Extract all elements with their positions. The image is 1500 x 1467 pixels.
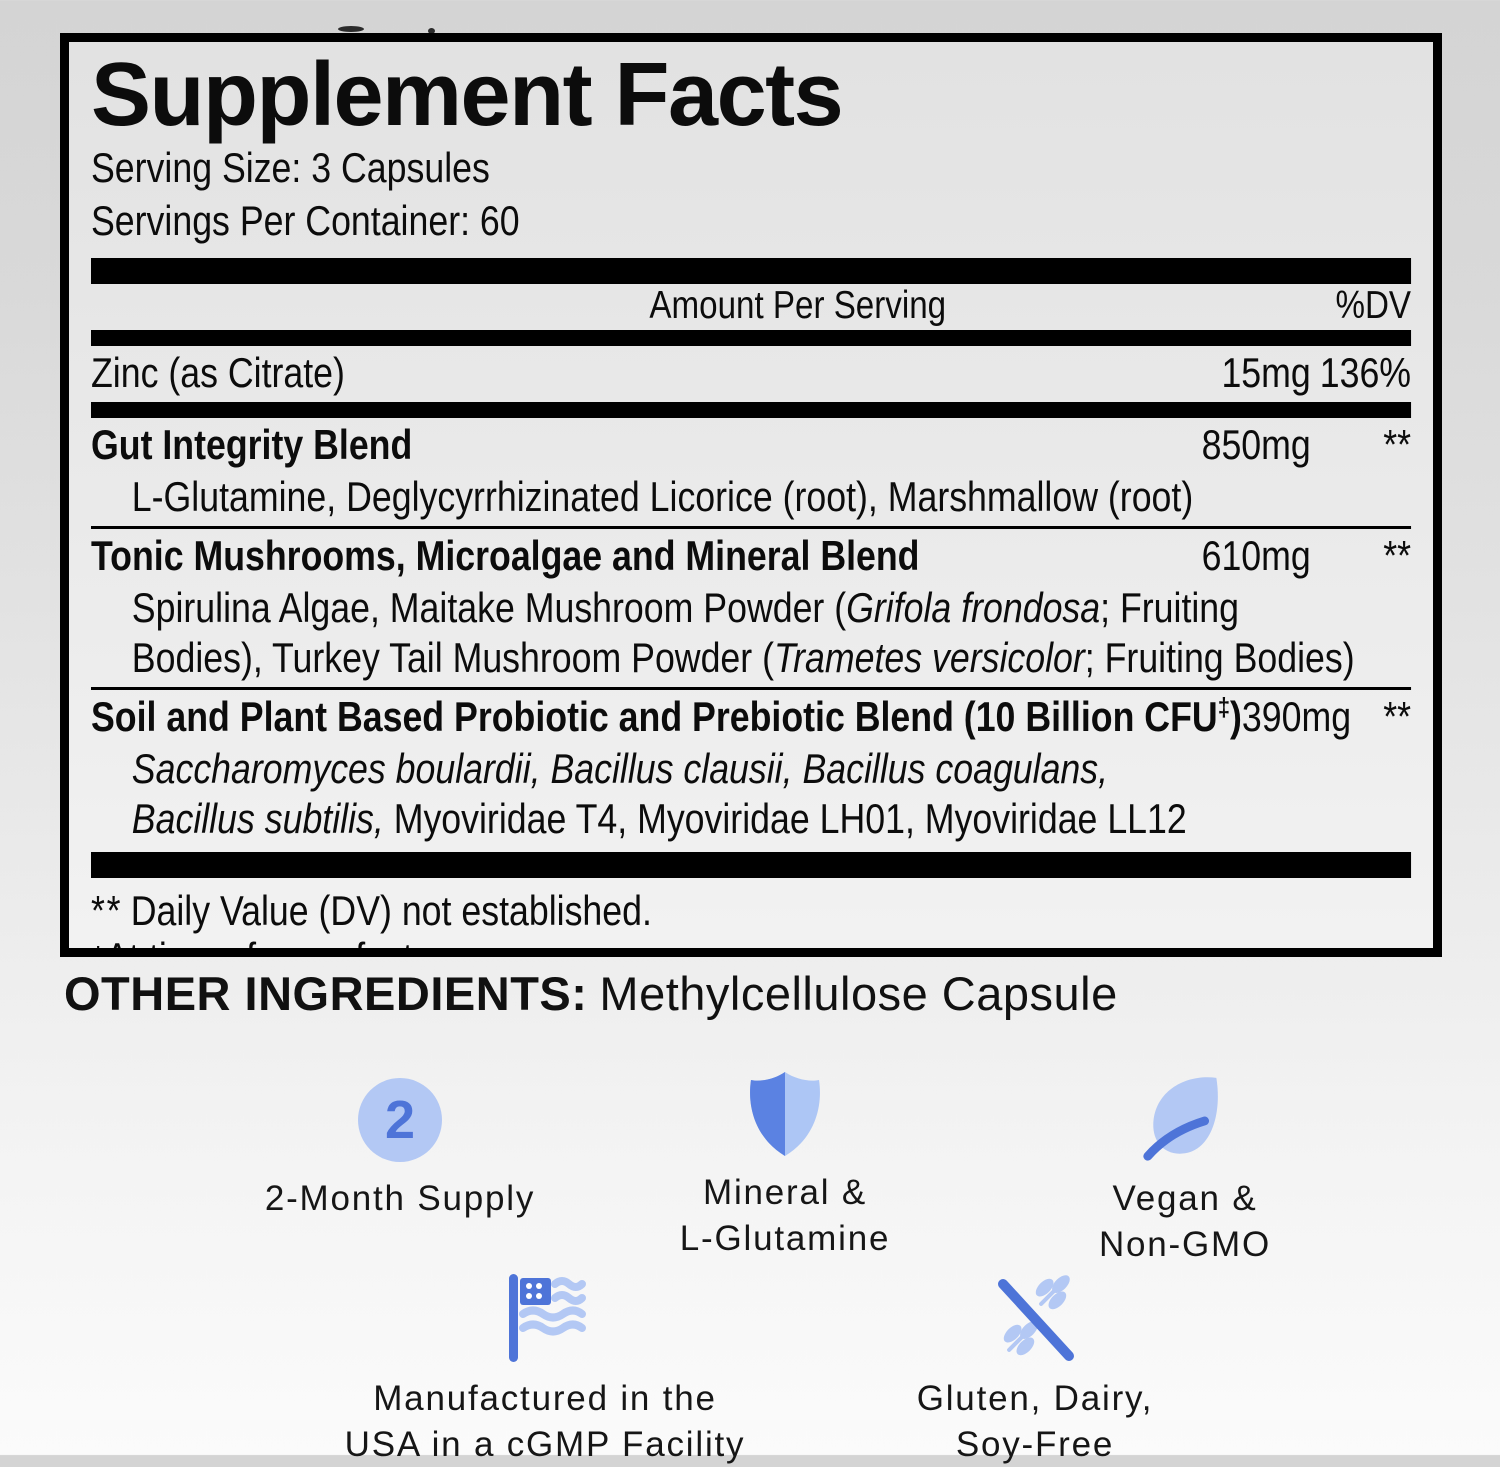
feature-label: Soy-Free bbox=[815, 1422, 1255, 1467]
footnote-dv: **Daily Value (DV) not established. bbox=[91, 887, 482, 935]
blend-ingredients: Spirulina Algae, Maitake Mushroom Powder… bbox=[91, 583, 1411, 633]
blend-row-tonic-mushrooms: Tonic Mushrooms, Microalgae and Mineral … bbox=[91, 529, 1411, 583]
other-ingredients-value: Methylcellulose Capsule bbox=[587, 967, 1117, 1020]
supplement-facts-panel: Supplement Facts Serving Size: 3 Capsule… bbox=[60, 33, 1442, 957]
print-artifact bbox=[338, 26, 364, 32]
divider-bar-thick bbox=[91, 258, 1411, 284]
no-gluten-dairy-soy-icon bbox=[983, 1268, 1087, 1368]
column-header-row: Amount Per Serving %DV bbox=[91, 284, 1411, 328]
feature-label: L-Glutamine bbox=[565, 1216, 1005, 1262]
blend-row-probiotic: Soil and Plant Based Probiotic and Prebi… bbox=[91, 690, 1411, 744]
feature-label: Gluten, Dairy, bbox=[815, 1376, 1255, 1422]
blend-name: Soil and Plant Based Probiotic and Prebi… bbox=[91, 693, 1242, 740]
other-ingredients-label: OTHER INGREDIENTS: bbox=[64, 967, 587, 1020]
blend-amount: 610mg bbox=[1175, 532, 1311, 579]
servings-per-container: Servings Per Container: 60 bbox=[91, 195, 1411, 248]
nutrient-dv: 136% bbox=[1311, 349, 1411, 396]
blend-ingredients: Bacillus subtilis, Myoviridae T4, Myovir… bbox=[91, 794, 1411, 844]
feature-label: Vegan & bbox=[960, 1176, 1410, 1222]
blend-ingredients: Saccharomyces boulardii, Bacillus clausi… bbox=[91, 744, 1411, 794]
blend-amount: 390mg bbox=[1242, 693, 1351, 740]
feature-vegan-non-gmo: Vegan & Non-GMO bbox=[960, 1070, 1410, 1267]
feature-two-month-supply: 2 2-Month Supply bbox=[170, 1072, 630, 1222]
dagger-superscript: ‡ bbox=[1218, 692, 1230, 722]
divider-bar-thick bbox=[91, 852, 1411, 878]
dv-header: %DV bbox=[1301, 284, 1412, 328]
feature-label: 2-Month Supply bbox=[170, 1176, 630, 1222]
blend-dv: ** bbox=[1351, 693, 1411, 740]
nutrient-name: Zinc (as Citrate) bbox=[91, 349, 1175, 396]
amount-per-serving-header: Amount Per Serving bbox=[295, 284, 1301, 328]
blend-row-gut-integrity: Gut Integrity Blend 850mg ** bbox=[91, 418, 1411, 472]
blend-dv: ** bbox=[1311, 532, 1411, 579]
blend-ingredients: Bodies), Turkey Tail Mushroom Powder (Tr… bbox=[91, 633, 1411, 683]
blend-ingredients: L-Glutamine, Deglycyrrhizinated Licorice… bbox=[91, 472, 1411, 522]
feature-gluten-dairy-soy-free: Gluten, Dairy, Soy-Free bbox=[815, 1268, 1255, 1467]
blend-name: Gut Integrity Blend bbox=[91, 421, 1175, 468]
panel-title: Supplement Facts bbox=[91, 50, 1411, 142]
blend-amount: 850mg bbox=[1175, 421, 1311, 468]
mineral-shield-icon bbox=[737, 1066, 833, 1162]
divider-bar bbox=[91, 402, 1411, 418]
feature-made-in-usa: Manufactured in the USA in a cGMP Facili… bbox=[315, 1268, 775, 1467]
usa-flag-icon bbox=[495, 1268, 595, 1368]
divider-bar bbox=[91, 330, 1411, 346]
feature-mineral-glutamine: Mineral & L-Glutamine bbox=[565, 1066, 1005, 1261]
two-month-supply-icon: 2 bbox=[352, 1072, 448, 1168]
blend-name: Tonic Mushrooms, Microalgae and Mineral … bbox=[91, 532, 1175, 579]
footnote-manufacture: ‡At time of manufacture. bbox=[91, 934, 1411, 957]
nutrient-row-zinc: Zinc (as Citrate) 15mg 136% bbox=[91, 346, 1411, 400]
feature-label: Mineral & bbox=[565, 1170, 1005, 1216]
svg-text:2: 2 bbox=[385, 1090, 415, 1150]
serving-size: Serving Size: 3 Capsules bbox=[91, 142, 1411, 195]
other-ingredients: OTHER INGREDIENTS:Methylcellulose Capsul… bbox=[64, 966, 1118, 1021]
feature-label: Manufactured in the bbox=[315, 1376, 775, 1422]
feature-label: Non-GMO bbox=[960, 1222, 1410, 1268]
vegan-leaf-icon bbox=[1136, 1070, 1234, 1168]
blend-dv: ** bbox=[1311, 421, 1411, 468]
feature-label: USA in a cGMP Facility bbox=[315, 1422, 775, 1467]
nutrient-amount: 15mg bbox=[1175, 349, 1311, 396]
